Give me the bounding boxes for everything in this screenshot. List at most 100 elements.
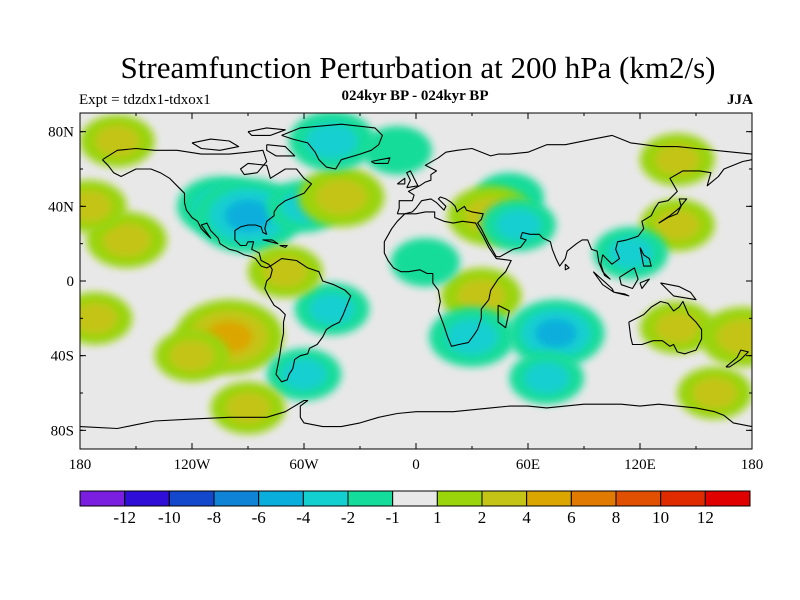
field-region	[80, 114, 155, 168]
colorbar-label: 1	[433, 508, 442, 527]
colorbar-label: -4	[296, 508, 311, 527]
colorbar-swatch	[615, 490, 662, 507]
colorbar-label: -2	[341, 508, 355, 527]
contour-level	[390, 238, 460, 287]
colorbar-swatch	[79, 490, 126, 507]
field-region	[154, 329, 230, 382]
plot-subtitle: 024kyr BP - 024kyr BP	[341, 88, 489, 104]
contour-level	[224, 199, 272, 232]
colorbar-label: -10	[158, 508, 181, 527]
lat-tick-label: 80S	[51, 423, 74, 439]
contour-level	[94, 125, 140, 157]
field-region	[210, 381, 286, 435]
lon-tick-label: 120W	[174, 457, 212, 473]
coast-africa	[383, 211, 512, 347]
field-region	[266, 348, 342, 401]
colorbar-swatch	[302, 490, 349, 507]
lon-tick-label: 0	[412, 457, 420, 473]
colorbar-swatch	[660, 490, 706, 507]
colorbar-label: 4	[522, 508, 531, 527]
colorbar-label: -1	[386, 508, 400, 527]
coastlines	[80, 123, 752, 430]
field-region	[640, 133, 715, 186]
contour-level	[281, 358, 327, 391]
colorbar-swatch	[392, 490, 438, 507]
coast-arctic-islands	[191, 127, 296, 157]
field-region	[677, 366, 752, 420]
colorbar-swatch	[213, 490, 260, 507]
colorbar-swatch	[168, 490, 215, 507]
lon-tick-label: 180	[741, 457, 764, 473]
colorbar-swatch	[526, 490, 572, 507]
field-region	[481, 198, 556, 252]
latitude-axis: 80N 40N 0 40S 80S	[48, 125, 752, 439]
contour-level	[692, 377, 738, 409]
longitude-axis: 180 120W 60W 0 60E 120E 180	[69, 113, 764, 473]
plot-title: Streamfunction Perturbation at 200 hPa (…	[120, 50, 716, 85]
field-layer	[80, 113, 752, 435]
contour-level	[306, 123, 358, 159]
contour-level	[654, 209, 700, 241]
field-region	[390, 238, 460, 287]
colorbar-label: -12	[113, 508, 136, 527]
contour-level	[309, 293, 355, 325]
contour-level	[496, 209, 542, 241]
field-region	[80, 180, 127, 233]
colorbar-swatch	[436, 490, 483, 507]
contour-level	[535, 318, 577, 348]
field-region	[509, 351, 584, 405]
contour-level	[169, 339, 215, 372]
contour-level	[608, 237, 654, 269]
field-region	[80, 292, 133, 345]
contour-level	[102, 223, 151, 257]
colorbar: -12 -10 -8 -6 -4 -2 -1 1 2 4 6 8 10 12	[79, 490, 751, 527]
coast-north-america	[102, 147, 313, 269]
contour-level	[524, 362, 570, 394]
lat-tick-label: 40S	[51, 349, 74, 365]
contour-level	[654, 311, 700, 344]
contour-level	[225, 392, 271, 424]
lon-tick-label: 120E	[624, 457, 656, 473]
lon-tick-label: 60W	[289, 457, 319, 473]
field-region	[593, 226, 669, 280]
lat-tick-label: 40N	[48, 199, 74, 215]
coast-antarctica	[80, 399, 752, 430]
contour-level	[654, 143, 700, 176]
contour-level	[80, 190, 112, 223]
colorbar-swatch	[124, 490, 170, 507]
contour-level	[80, 302, 118, 335]
colorbar-label: 8	[612, 508, 621, 527]
coast-greenland	[281, 123, 383, 170]
coast-islands	[262, 157, 749, 368]
colorbar-swatch	[704, 490, 751, 507]
colorbar-label: 10	[652, 508, 669, 527]
colorbar-label: 12	[697, 508, 714, 527]
season-label: JJA	[727, 92, 753, 108]
lon-tick-label: 180	[69, 457, 92, 473]
contour-level	[457, 279, 506, 313]
colorbar-label: -6	[252, 508, 266, 527]
contour-level	[262, 255, 308, 288]
colorbar-swatch	[258, 490, 304, 507]
coast-south-america	[264, 258, 352, 383]
coast-australia	[628, 300, 703, 355]
experiment-label: Expt = tdzdx1-tdxox1	[79, 92, 211, 108]
contour-level	[362, 126, 432, 175]
field-region	[298, 167, 385, 227]
contour-level	[315, 179, 368, 215]
lat-tick-label: 0	[67, 274, 75, 290]
lon-tick-label: 60E	[516, 457, 540, 473]
coast-eurasia	[396, 134, 752, 280]
colorbar-swatch	[570, 490, 617, 507]
lat-tick-label: 80N	[48, 125, 74, 141]
colorbar-label: 2	[478, 508, 487, 527]
contour-level	[716, 319, 752, 355]
field-region	[507, 299, 605, 367]
colorbar-swatch	[347, 490, 394, 507]
field-region	[699, 307, 752, 367]
colorbar-swatch	[481, 490, 528, 507]
field-region	[362, 126, 432, 175]
colorbar-label: 6	[567, 508, 576, 527]
colorbar-label: -8	[207, 508, 221, 527]
